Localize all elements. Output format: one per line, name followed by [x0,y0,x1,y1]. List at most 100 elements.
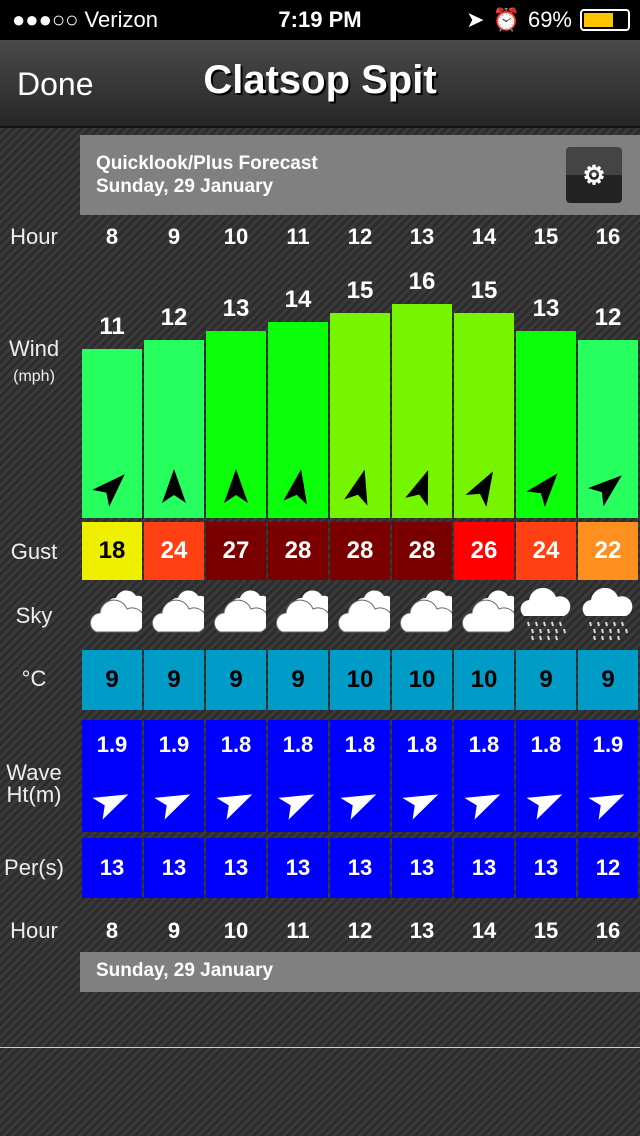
period-cell: 13 [454,838,514,898]
gust-cell: 28 [268,522,328,580]
wave-cell: 1.8 [330,720,390,832]
wave-cell: 1.8 [268,720,328,832]
alarm-icon: ⏰ [492,7,520,32]
wave-height: 1.9 [158,732,190,757]
temp-cell: 9 [206,650,266,710]
wave-direction-icon [402,794,439,820]
wind-bar [82,349,142,518]
battery-icon [580,9,630,31]
wind-bar [330,313,390,518]
sky-label: Sky [15,603,53,628]
gust-row: 18 24 27 28 28 28 26 24 22 [80,522,640,580]
hour-cell: 9 [167,918,181,943]
hour-label: Hour [10,224,58,249]
partly-cloudy-icon [206,588,271,648]
hour-cell: 8 [105,224,119,249]
wave-cell: 1.9 [144,720,204,832]
wave-height: 1.9 [592,732,624,757]
wind-speed: 14 [284,286,312,313]
wave-cell: 1.8 [516,720,576,832]
wave-height: 1.8 [344,732,376,757]
wave-direction-icon [216,794,253,820]
wind-bar [206,331,266,518]
partly-cloudy-icon [82,588,147,648]
wind-direction-icon [162,469,186,503]
hour-cell: 10 [223,224,249,249]
hour-cell: 12 [347,918,373,943]
wave-height: 1.8 [220,732,252,757]
wind-direction-icon [224,469,248,503]
hour-cell: 10 [223,918,249,943]
temp-cell: 9 [268,650,328,710]
clock: 7:19 PM [278,7,362,32]
wind-direction-icon [344,469,368,506]
period-cell: 13 [516,838,576,898]
wind-speed: 12 [160,304,188,331]
gust-cell: 28 [392,522,452,580]
forecast-header: Quicklook/Plus Forecast Sunday, 29 Janua… [80,135,640,215]
wind-speed: 16 [408,268,436,295]
wind-bar [578,340,638,518]
gears-icon[interactable]: ⚙ [566,147,622,203]
wave-direction-icon [464,794,501,820]
gust-cell: 28 [330,522,390,580]
wave-height: 1.8 [406,732,438,757]
wave-cell: 1.9 [82,720,142,832]
wave-cell: 1.8 [454,720,514,832]
wind-unit-label: (mph) [13,368,55,385]
hour-cell: 11 [286,918,310,943]
wind-speed: 15 [346,277,374,304]
page-title: Clatsop Spit [203,58,437,102]
wave-cell: 1.8 [392,720,452,832]
wave-height: 1.8 [468,732,500,757]
wind-speed: 13 [222,295,250,322]
done-button[interactable]: Done [17,66,94,102]
wave-cell: 1.9 [578,720,638,832]
wave-height: 1.8 [530,732,562,757]
partly-cloudy-icon [454,588,519,648]
rain-icon [578,587,638,648]
gust-cell: 22 [578,522,638,580]
gust-cell: 24 [516,522,576,580]
hours-row: 8 9 10 11 12 13 14 15 16 [80,224,640,254]
wind-bar [392,304,452,518]
wave-direction-icon [154,794,191,820]
wind-bar [268,322,328,518]
period-cell: 13 [206,838,266,898]
location-icon: ➤ [466,7,485,32]
wave-row: 1.9 1.9 1.8 1.8 1.8 1.8 1.8 1.8 1.9 [80,720,640,832]
wave-direction-icon [526,794,563,820]
hour-cell: 13 [409,224,435,249]
wave-label: Wave Ht(m) [6,760,62,807]
hour-label-bottom: Hour [10,918,58,943]
forecast-title: Quicklook/Plus Forecast [96,153,318,174]
wind-direction-icon [283,469,308,505]
hour-cell: 11 [286,224,310,249]
gust-cell: 24 [144,522,204,580]
wind-row: 11 12 13 14 15 16 15 13 12 [80,260,640,518]
wind-bar [144,340,204,518]
temp-cell: 10 [330,650,390,710]
period-cell: 13 [392,838,452,898]
temp-cell: 9 [144,650,204,710]
hour-cell: 14 [471,224,497,249]
wave-height: 1.8 [282,732,314,757]
wind-bar [454,313,514,518]
temp-cell: 9 [82,650,142,710]
wind-speed: 12 [594,304,622,331]
partly-cloudy-icon [392,588,457,648]
wave-cell: 1.8 [206,720,266,832]
wind-speed: 15 [470,277,498,304]
hour-cell: 15 [533,224,559,249]
period-cell: 12 [578,838,638,898]
temp-cell: 9 [578,650,638,710]
nav-bar: Done Clatsop Spit [0,40,640,128]
period-row: 13 13 13 13 13 13 13 13 12 [80,838,640,898]
hour-cell: 16 [595,918,621,943]
wind-bar [516,331,576,518]
rain-icon [516,587,576,648]
wave-height: 1.9 [96,732,128,757]
partly-cloudy-icon [330,588,395,648]
sky-row [80,587,640,642]
temp-cell: 10 [392,650,452,710]
